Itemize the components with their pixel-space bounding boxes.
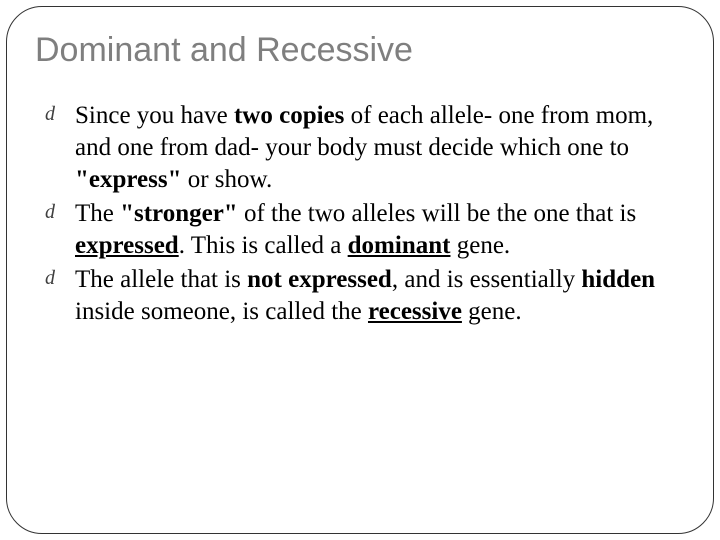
text-run: or show. [181,166,272,193]
text-run: not expressed [247,266,392,293]
text-run: gene. [450,232,510,259]
text-run: The [75,200,120,227]
text-run: "stronger" [120,200,238,227]
text-run: Since you have [75,102,234,129]
text-run: . This is called a [179,232,348,259]
text-run: expressed [75,232,179,259]
list-item: dSince you have two copies of each allel… [45,100,685,196]
text-run: , and is essentially [392,266,582,293]
list-item: d The allele that is not expressed, and i… [45,264,685,328]
bullet-icon: d [45,200,55,226]
text-run: of the two alleles will be the one that … [238,200,637,227]
list-item: d The "stronger" of the two alleles will … [45,198,685,262]
text-run: hidden [581,266,655,293]
bullet-icon: d [45,102,55,128]
text-run: dominant [348,232,451,259]
text-run: gene. [462,298,522,325]
text-run: two copies [234,102,344,129]
text-run: The allele that is [75,266,247,293]
text-run: "express" [75,166,181,193]
bullet-list: dSince you have two copies of each allel… [35,100,685,328]
slide-frame: Dominant and Recessive d Since you have t… [6,6,714,534]
slide-title: Dominant and Recessive [35,31,685,70]
bullet-icon: d [45,266,55,292]
text-run: recessive [368,298,462,325]
text-run: inside someone, is called the [75,298,368,325]
